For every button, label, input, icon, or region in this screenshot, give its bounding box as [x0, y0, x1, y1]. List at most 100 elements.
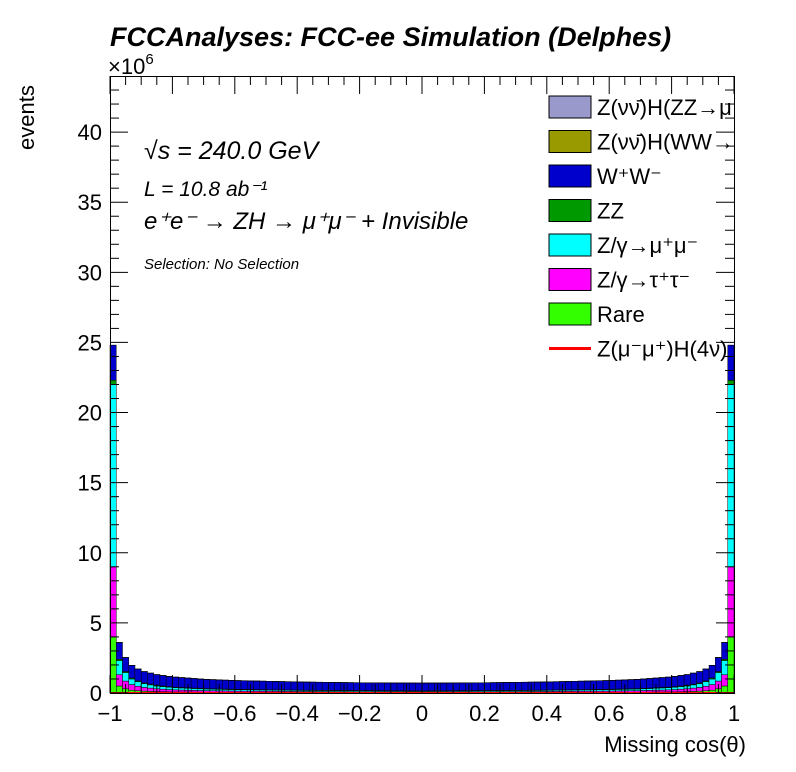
bar-segment	[577, 680, 585, 690]
bar-segment	[583, 680, 591, 690]
bar-segment	[384, 682, 392, 691]
bar-segment	[534, 681, 541, 691]
bar-segment	[708, 678, 716, 685]
histogram-bin	[427, 682, 435, 694]
bar-segment	[115, 660, 123, 676]
bar-segment	[683, 674, 691, 686]
histogram-bin	[197, 678, 204, 694]
annotation-process: e⁺e⁻ → ZH → μ⁺μ⁻ + Invisible	[144, 208, 468, 235]
legend-label: W⁺W⁻	[597, 164, 662, 189]
legend-entry: Z/γ→τ⁺τ⁻	[548, 268, 690, 293]
bar-segment	[446, 682, 454, 691]
y-axis-multiplier: ×106	[108, 51, 154, 79]
bar-segment	[159, 688, 167, 692]
histogram-bin	[696, 671, 704, 694]
bar-segment	[677, 675, 685, 687]
bar-segment	[153, 674, 161, 686]
histogram-bin	[477, 682, 485, 694]
legend-label: Z/γ→τ⁺τ⁻	[597, 268, 690, 293]
bar-segment	[197, 688, 204, 691]
histogram-bin	[115, 642, 123, 694]
bar-segment	[608, 680, 616, 690]
bar-segment	[321, 682, 329, 691]
bar-segment	[334, 682, 342, 691]
bar-segment	[140, 671, 148, 684]
bar-segment	[178, 689, 186, 693]
bar-segment	[378, 682, 385, 691]
bar-segment	[696, 671, 704, 684]
bar-segment	[178, 677, 186, 688]
bar-segment	[690, 672, 697, 685]
bar-segment	[658, 687, 666, 691]
histogram-bin	[640, 678, 647, 694]
histogram-bin	[608, 680, 616, 694]
bar-segment	[602, 680, 610, 690]
histogram-bin	[509, 682, 516, 694]
bar-segment	[115, 674, 123, 687]
bar-segment	[346, 682, 354, 691]
bar-segment	[708, 665, 716, 679]
histogram-bin	[690, 672, 697, 694]
bar-segment	[159, 675, 167, 687]
histogram-bin	[521, 681, 529, 694]
histogram-bin	[296, 681, 304, 694]
bar-segment	[671, 676, 679, 687]
bar-segment	[190, 690, 198, 693]
bar-segment	[727, 384, 735, 568]
histogram-bin	[459, 682, 466, 694]
histogram-bin	[484, 682, 491, 694]
legend-label: Z(νν̄)H(ZZ→μ⁺μ⁻νν̄)	[597, 95, 796, 120]
bar-segment	[690, 687, 697, 692]
y-tick-labels: 0 5 10 15 20 25 30 35 40	[78, 120, 102, 706]
histogram-bin	[727, 344, 735, 694]
histogram-bin	[583, 680, 591, 694]
legend-entry: Rare	[548, 302, 645, 327]
x-tick-label: −0.6	[213, 701, 256, 726]
bar-segment	[627, 679, 635, 689]
legend: Z(νν̄)H(ZZ→μ⁺μ⁻νν̄) Z(νν̄)H(WW→μ⁺νμ⁻ν̄) W⁺…	[548, 95, 796, 362]
bar-segment	[696, 683, 704, 688]
histogram-bin	[346, 682, 354, 694]
x-tick-label: 0.8	[656, 701, 687, 726]
x-tick-label: 0.2	[469, 701, 500, 726]
histogram-bin	[271, 681, 279, 694]
y-tick-label: 10	[78, 541, 102, 566]
bar-segment	[615, 679, 622, 690]
legend-entry: Z(μ⁻μ⁺)H(4ν)	[549, 337, 727, 362]
bar-segment	[296, 681, 304, 691]
histogram-bin	[203, 679, 211, 694]
histogram-bin	[546, 681, 554, 694]
legend-label: Z(μ⁻μ⁺)H(4ν)	[597, 337, 727, 362]
legend-swatch	[548, 164, 592, 188]
bar-segment	[140, 687, 148, 692]
bar-segment	[471, 682, 479, 691]
bar-segment	[702, 668, 710, 682]
bar-segment	[159, 686, 167, 690]
histogram-bin	[334, 682, 342, 694]
bar-segment	[122, 657, 129, 672]
x-axis-label: Missing cos(θ)	[604, 732, 746, 757]
annotation-sqrts: √s = 240.0 GeV	[144, 137, 321, 165]
bar-segment	[353, 682, 360, 691]
histogram-bin	[384, 682, 392, 694]
legend-entry: Z/γ→μ⁺μ⁻	[548, 233, 698, 258]
bar-segment	[259, 680, 267, 690]
histogram-bin	[159, 675, 167, 694]
histogram-bin	[359, 682, 367, 694]
histogram-bin	[409, 682, 417, 694]
bar-segment	[596, 680, 604, 690]
bar-segment	[365, 682, 373, 691]
histogram-bin	[671, 676, 679, 694]
bar-segment	[708, 684, 716, 691]
bar-segment	[571, 681, 579, 690]
histogram-bin	[265, 681, 273, 694]
histogram-bin	[471, 682, 479, 694]
bar-segment	[727, 380, 735, 385]
legend-entry: ZZ	[548, 199, 624, 224]
chart-title: FCCAnalyses: FCC-ee Simulation (Delphes)	[110, 22, 671, 52]
bar-segment	[640, 688, 647, 691]
histogram-bin	[452, 682, 460, 694]
histogram-bin	[446, 682, 454, 694]
bar-segment	[390, 682, 398, 691]
bar-segment	[303, 681, 310, 691]
